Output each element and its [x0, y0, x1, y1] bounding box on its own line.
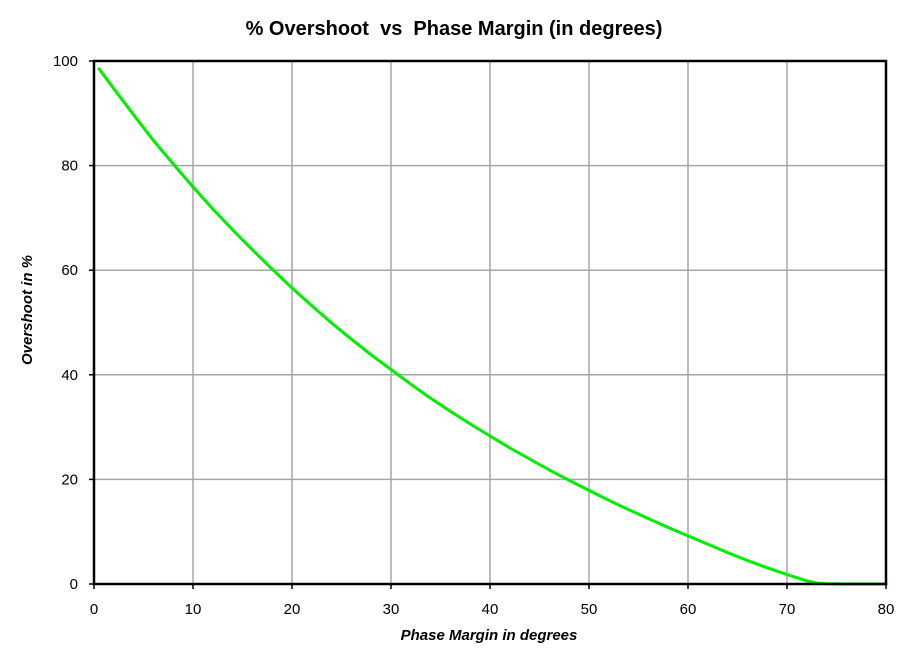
x-tick-label: 60	[680, 601, 697, 618]
x-tick-label: 70	[779, 601, 796, 618]
x-axis-title: Phase Margin in degrees	[401, 627, 578, 644]
x-tick-label: 50	[581, 601, 598, 618]
y-tick-label: 0	[70, 576, 78, 593]
y-tick-label: 40	[61, 367, 78, 384]
series-layer	[97, 67, 888, 586]
chart-title: % Overshoot vs Phase Margin (in degrees)	[246, 18, 663, 40]
y-axis-title: Overshoot in %	[19, 255, 36, 365]
x-axis-ticks: 0 10 20 30 40 50 60 70 80	[90, 584, 895, 618]
y-tick-label: 80	[61, 158, 78, 175]
x-tick-label: 10	[185, 601, 202, 618]
y-tick-label: 60	[61, 262, 78, 279]
y-tick-label: 100	[53, 53, 78, 70]
x-tick-label: 20	[284, 601, 301, 618]
x-tick-label: 0	[90, 601, 98, 618]
x-tick-label: 40	[482, 601, 499, 618]
y-axis-ticks: 0 20 40 60 80 100	[53, 53, 94, 593]
grid-lines	[94, 61, 886, 584]
y-tick-label: 20	[61, 471, 78, 488]
x-tick-label: 30	[383, 601, 400, 618]
x-tick-label: 80	[878, 601, 895, 618]
series-line-overshoot	[97, 67, 888, 586]
